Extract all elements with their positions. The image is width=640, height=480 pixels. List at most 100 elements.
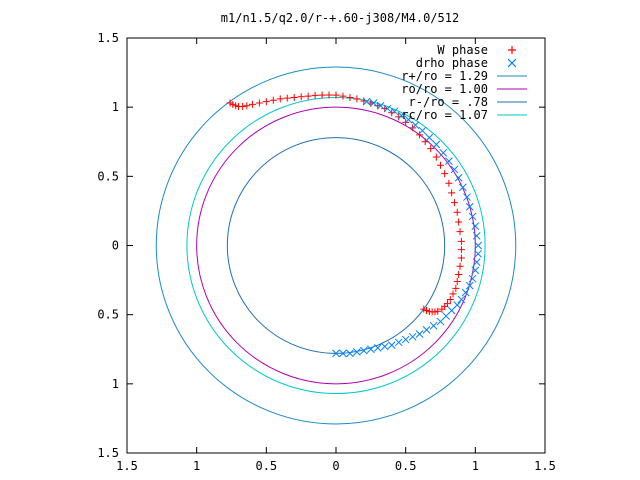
w-phase-point bbox=[262, 98, 270, 106]
x-tick-label: 1 bbox=[193, 459, 200, 473]
drho-phase-point bbox=[474, 249, 482, 258]
y-axis: 1.5 1 0.5 0 0.5 1 1.5 bbox=[97, 31, 545, 460]
x-tick-label: 1.5 bbox=[116, 459, 138, 473]
legend-swatch bbox=[507, 58, 517, 68]
drho-phase-point bbox=[353, 348, 361, 356]
circle-0.78 bbox=[226, 137, 446, 354]
x-tick-label: 0.5 bbox=[395, 459, 417, 473]
w-phase-point bbox=[455, 218, 463, 226]
w-phase-point bbox=[269, 96, 277, 104]
drho-phase-point bbox=[454, 173, 463, 182]
drho-phase-point bbox=[390, 107, 399, 116]
w-phase-point bbox=[455, 271, 463, 279]
w-phase-point bbox=[449, 290, 457, 298]
drho-phase-point bbox=[373, 344, 382, 352]
drho-phase-point bbox=[439, 148, 448, 157]
drho-phase-point bbox=[429, 321, 438, 330]
w-phase-point bbox=[432, 153, 440, 161]
w-phase-point bbox=[290, 93, 298, 101]
drho-phase-point bbox=[418, 126, 427, 135]
x-axis: 1.5 1 0.5 0 0.5 1 1.5 bbox=[116, 38, 556, 473]
drho-phase-point bbox=[465, 281, 474, 290]
w-phase-point bbox=[456, 228, 464, 236]
w-phase-point bbox=[318, 91, 326, 99]
w-phase-point bbox=[448, 189, 456, 197]
w-phase-point bbox=[438, 305, 446, 313]
drho-phase-point bbox=[471, 266, 480, 275]
x-tick-label: 1.5 bbox=[534, 459, 556, 473]
w-phase-point bbox=[446, 295, 454, 303]
w-phase-point bbox=[325, 91, 333, 99]
x-tick-label: 1 bbox=[472, 459, 479, 473]
drho-phase-point bbox=[332, 349, 340, 358]
drho-phase-point bbox=[463, 193, 471, 201]
w-phase-point bbox=[248, 100, 256, 108]
w-phase-point bbox=[339, 92, 347, 100]
drho-phase-point bbox=[404, 115, 413, 124]
w-phase-point bbox=[332, 91, 340, 99]
drho-phase-point bbox=[415, 330, 424, 338]
legend-label: r+/ro = 1.29 bbox=[401, 69, 488, 83]
w-phase-point bbox=[450, 199, 458, 207]
drho-phase-point bbox=[432, 140, 441, 149]
w-phase-point bbox=[427, 145, 435, 153]
drho-phase-point bbox=[450, 165, 459, 174]
w-phase-point bbox=[441, 170, 449, 178]
drho-phase-point bbox=[471, 222, 480, 230]
w-phase-point bbox=[276, 95, 284, 103]
drho-phase-point bbox=[397, 111, 406, 120]
drho-phase-point bbox=[408, 332, 417, 341]
w-phase-point bbox=[255, 99, 263, 107]
drho-phase-point bbox=[383, 104, 392, 113]
legend-label: r-/ro = .78 bbox=[409, 95, 488, 109]
drho-phase-point bbox=[362, 97, 371, 106]
x-tick-label: 0 bbox=[332, 459, 339, 473]
drho-phase-point bbox=[346, 349, 354, 358]
w-phase-point bbox=[283, 94, 291, 102]
drho-phase-point bbox=[457, 295, 466, 304]
drho-phase-point bbox=[436, 317, 445, 326]
w-phase-point bbox=[420, 305, 428, 313]
drho-phase-point bbox=[425, 133, 434, 142]
y-tick-label: 1.5 bbox=[97, 446, 119, 460]
y-tick-label: 0.5 bbox=[97, 169, 119, 183]
drho-phase-point bbox=[472, 258, 481, 266]
w-phase-point bbox=[388, 109, 396, 117]
drho-phase-point bbox=[474, 241, 482, 250]
x-tick-label: 0.5 bbox=[255, 459, 277, 473]
drho-phase-point bbox=[360, 346, 368, 355]
drho-phase-point bbox=[458, 183, 467, 192]
drho-phase-point bbox=[387, 341, 396, 349]
drho-phase-point bbox=[465, 202, 474, 211]
drho-phase-point bbox=[445, 157, 453, 165]
w-phase-point bbox=[297, 93, 305, 101]
legend-swatch bbox=[508, 46, 516, 54]
w-phase-point bbox=[239, 102, 247, 110]
legend-label: W phase bbox=[437, 43, 488, 57]
w-phase-point bbox=[456, 262, 464, 270]
drho-phase-point bbox=[369, 99, 378, 107]
legend-label: drho phase bbox=[416, 56, 488, 70]
drho-phase-point bbox=[376, 101, 385, 110]
w-phase-point bbox=[243, 102, 251, 110]
chart-title: m1/n1.5/q2.0/r-+.60-j308/M4.0/512 bbox=[221, 11, 459, 25]
w-phase-point bbox=[353, 95, 361, 103]
drho-phase-point bbox=[422, 326, 431, 334]
drho-phase-point bbox=[468, 212, 477, 221]
legend-label: ro/ro = 1.00 bbox=[401, 82, 488, 96]
circle-1.29 bbox=[155, 66, 517, 425]
circle-1 bbox=[196, 106, 476, 385]
drho-phase-point bbox=[339, 349, 347, 358]
w-phase-point bbox=[304, 92, 312, 100]
y-tick-label: 0 bbox=[112, 239, 119, 253]
w-phase-point bbox=[421, 138, 429, 146]
legend-label: rc/ro = 1.07 bbox=[401, 108, 488, 122]
w-phase-point bbox=[457, 237, 465, 245]
w-phase-point bbox=[453, 208, 461, 216]
w-phase-point bbox=[437, 161, 444, 169]
w-phase-point bbox=[445, 179, 453, 187]
w-phase-point bbox=[395, 113, 403, 121]
circle-1.07 bbox=[186, 96, 486, 395]
w-phase-point bbox=[453, 277, 461, 285]
